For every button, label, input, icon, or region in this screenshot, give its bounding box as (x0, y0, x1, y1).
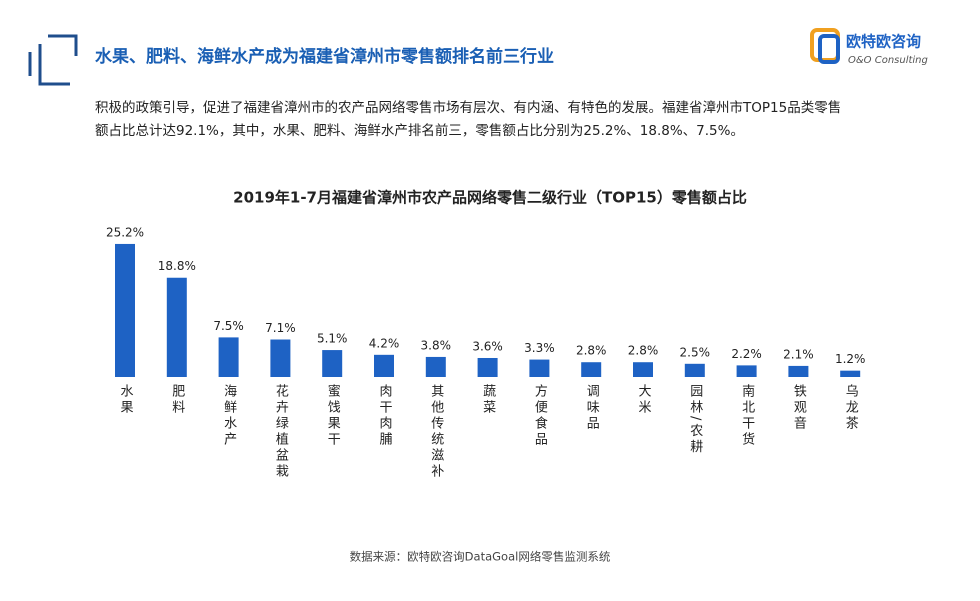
data-label: 5.1% (317, 332, 348, 346)
bar (633, 362, 653, 377)
data-label: 25.2% (106, 225, 144, 239)
source: 数据来源：欧特欧咨询DataGoal网络零售监测系统 (350, 550, 611, 564)
data-label: 2.1% (783, 347, 814, 361)
logo: 欧特欧咨询 O&O Consulting (810, 28, 928, 66)
x-tick-label: 园林/农耕 (687, 384, 703, 455)
bar (529, 359, 550, 377)
data-label: 7.5% (213, 319, 244, 333)
data-label: 3.8% (421, 338, 452, 352)
slide-title: 水果、肥料、海鲜水产成为福建省漳州市零售额排名前三行业 (95, 46, 554, 67)
data-label: 18.8% (158, 259, 196, 273)
data-label: 4.2% (369, 336, 400, 350)
x-tick-label: 南北干货 (739, 383, 755, 448)
bar (840, 370, 861, 377)
bar (322, 350, 343, 377)
x-tick-label: 肥料 (169, 384, 185, 416)
description-line: 额占比总计达92.1%，其中，水果、肥料、海鲜水产排名前三，零售额占比分别为25… (95, 122, 744, 139)
bar (166, 277, 187, 377)
description-line: 积极的政策引导，促进了福建省漳州市的农产品网络零售市场有层次、有内涵、有特色的发… (95, 99, 841, 116)
x-tick-label: 肉干肉脯 (377, 384, 393, 448)
bar (477, 357, 498, 377)
x-tick-label: 调味品 (584, 384, 600, 432)
x-tick-label: 方便食品 (532, 383, 548, 448)
x-tick-label: 水果 (118, 384, 134, 416)
x-tick-label: 蔬菜 (480, 384, 496, 416)
chart-title: 2019年1-7月福建省漳州市农产品网络零售二级行业（TOP15）零售额占比 (233, 189, 747, 207)
x-tick-label: 大米 (636, 384, 652, 416)
bar (581, 362, 602, 377)
logo-subtitle: O&O Consulting (848, 55, 928, 66)
data-label: 7.1% (265, 321, 296, 335)
data-label: 1.2% (835, 352, 866, 366)
data-label: 2.2% (731, 347, 762, 361)
data-label: 3.6% (472, 339, 503, 353)
data-label: 2.8% (628, 344, 659, 358)
x-tick-label: 其他传统滋补 (428, 384, 444, 480)
bar (374, 354, 394, 377)
header-icon (28, 34, 78, 86)
x-tick-label: 海鲜水产 (221, 384, 237, 448)
bar (736, 365, 757, 377)
bar (218, 337, 239, 377)
data-label: 3.3% (524, 341, 555, 355)
logo-text: 欧特欧咨询 (846, 33, 921, 51)
bar (788, 365, 809, 377)
x-tick-label: 花卉绿植盆栽 (273, 383, 289, 480)
x-tick-label: 蜜饯果干 (325, 384, 341, 448)
bar (115, 243, 135, 377)
data-label: 2.8% (576, 344, 607, 358)
bar (425, 356, 446, 377)
data-label: 2.5% (680, 345, 711, 359)
x-tick-label: 乌龙茶 (843, 383, 859, 432)
x-tick-label: 铁观音 (791, 384, 807, 432)
bar (684, 363, 705, 377)
bar (270, 339, 291, 377)
